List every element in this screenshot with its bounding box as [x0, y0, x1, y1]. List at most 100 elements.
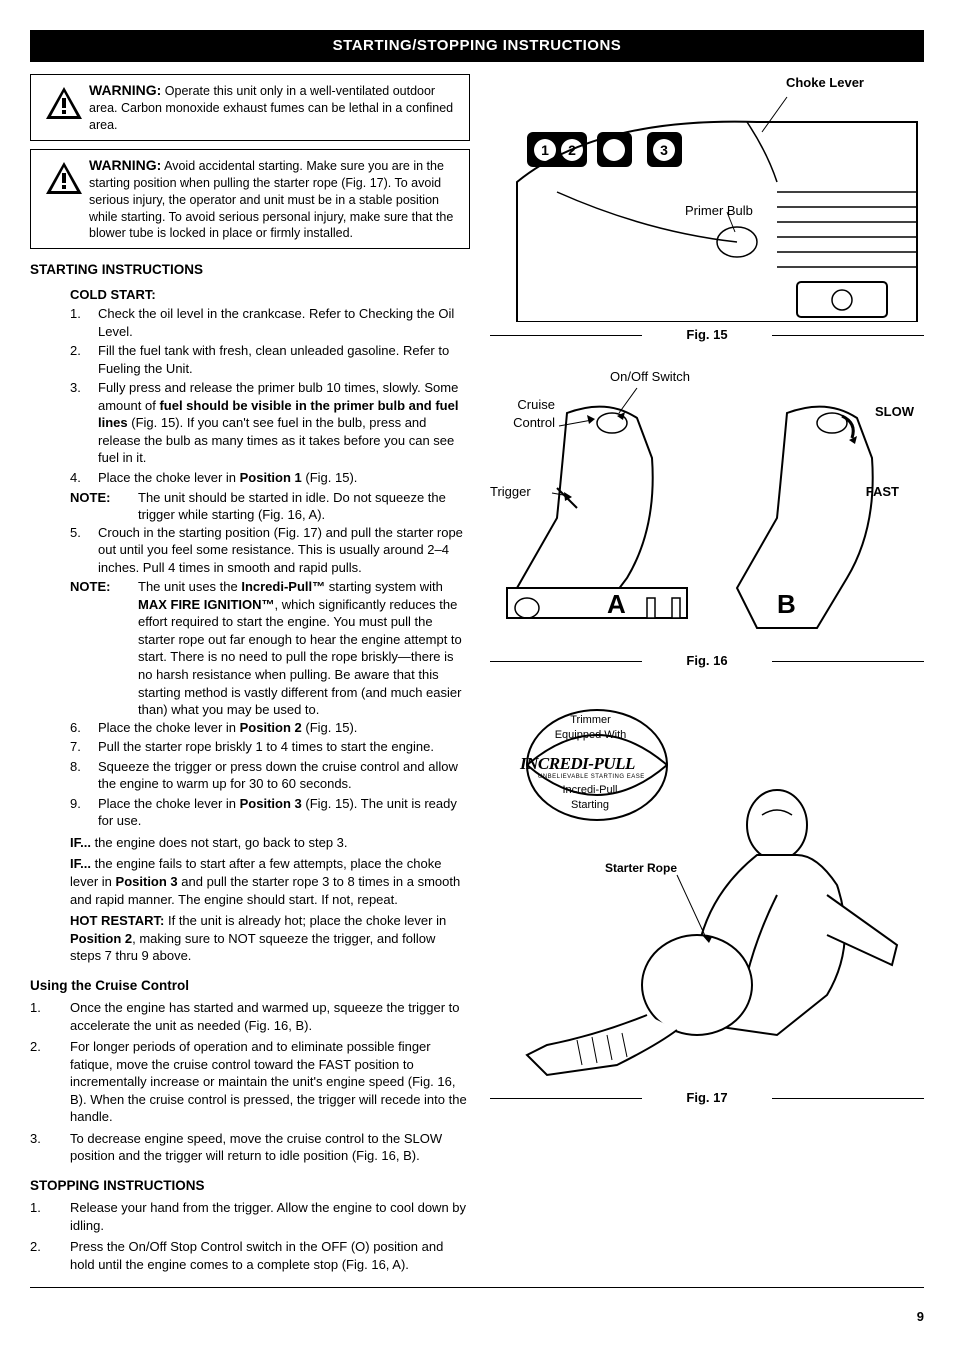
fig16-caption: Fig. 16 [490, 652, 924, 670]
diagram-15: 1 2 3 Primer Bulb [490, 92, 924, 322]
item-text: Check the oil level in the crankcase. Re… [98, 305, 470, 340]
warning-icon [39, 81, 89, 126]
fig15-caption: Fig. 15 [490, 326, 924, 344]
hot-restart: HOT RESTART: If the unit is already hot;… [70, 912, 470, 965]
warning-text-2: WARNING: Avoid accidental starting. Make… [89, 156, 461, 242]
item-num: 1. [30, 1199, 54, 1234]
diagram-17: Trimmer Equipped With INCREDI-PULL UNBEL… [490, 695, 924, 1085]
list-item: 2.Fill the fuel tank with fresh, clean u… [70, 342, 470, 377]
svg-text:B: B [777, 589, 796, 619]
list-item: 3. To decrease engine speed, move the cru… [30, 1130, 470, 1165]
list-item: 1.Check the oil level in the crankcase. … [70, 305, 470, 340]
note-1: NOTE: The unit should be started in idle… [70, 489, 470, 524]
figure-17: Trimmer Equipped With INCREDI-PULL UNBEL… [490, 695, 924, 1107]
note-label: NOTE: [70, 578, 118, 718]
bottom-rule [30, 1287, 924, 1288]
trimmer-label: Trimmer Equipped With [548, 713, 633, 743]
item-num: 1. [70, 305, 98, 340]
warning-box-1: WARNING: Operate this unit only in a wel… [30, 74, 470, 141]
note-label: NOTE: [70, 489, 118, 524]
page-number: 9 [30, 1308, 924, 1326]
figure-16: A B On/Off Switch Crui [490, 368, 924, 670]
if-label: IF... [70, 856, 91, 871]
item-num: 5. [70, 524, 98, 577]
if-line-1: IF... the engine does not start, go back… [70, 834, 470, 852]
item-num: 6. [70, 719, 98, 737]
item-text: To decrease engine speed, move the cruis… [70, 1130, 470, 1165]
item-num: 2. [30, 1238, 54, 1273]
starting-heading: STARTING INSTRUCTIONS [30, 261, 470, 279]
item-num: 2. [30, 1038, 54, 1126]
cruise-list: 1. Once the engine has started and warmed… [30, 999, 470, 1165]
item-num: 3. [30, 1130, 54, 1165]
incredi-label: Incredi-Pull Starting [545, 783, 635, 813]
fast-label: FAST [866, 483, 899, 501]
warning-label: WARNING: [89, 82, 161, 98]
figure-15: Choke Lever 1 2 3 [490, 74, 924, 343]
svg-text:3: 3 [660, 142, 668, 158]
note-2: NOTE: The unit uses the Incredi-Pull™ st… [70, 578, 470, 718]
warning-icon [39, 156, 89, 201]
cold-start-rest: 6.Place the choke lever in Position 2 (F… [70, 719, 470, 830]
item-num: 9. [70, 795, 98, 830]
warning-label: WARNING: [89, 157, 161, 173]
left-column: WARNING: Operate this unit only in a wel… [30, 74, 470, 1277]
choke-lever-label: Choke Lever [490, 74, 924, 92]
if-line-2: IF... the engine fails to start after a … [70, 855, 470, 908]
onoff-label: On/Off Switch [610, 368, 690, 386]
cold-start-heading: COLD START: [70, 286, 470, 304]
list-item: 7.Pull the starter rope briskly 1 to 4 t… [70, 738, 470, 756]
list-item: 9.Place the choke lever in Position 3 (F… [70, 795, 470, 830]
list-item: 4.Place the choke lever in Position 1 (F… [70, 469, 470, 487]
list-item: 8.Squeeze the trigger or press down the … [70, 758, 470, 793]
item-num: 1. [30, 999, 54, 1034]
step5-list: 5.Crouch in the starting position (Fig. … [70, 524, 470, 577]
item-text: Squeeze the trigger or press down the cr… [98, 758, 470, 793]
right-column: Choke Lever 1 2 3 [490, 74, 924, 1277]
diagram-16: A B On/Off Switch Crui [490, 368, 924, 648]
item-text: Place the choke lever in Position 3 (Fig… [98, 795, 470, 830]
item-num: 3. [70, 379, 98, 467]
note-text: The unit uses the Incredi-Pull™ starting… [138, 578, 470, 718]
svg-text:1: 1 [541, 142, 549, 158]
item-text: Release your hand from the trigger. Allo… [70, 1199, 470, 1234]
cruise-heading: Using the Cruise Control [30, 977, 470, 995]
starter-label: Starter Rope [605, 860, 677, 876]
warning-box-2: WARNING: Avoid accidental starting. Make… [30, 149, 470, 249]
hot-label: HOT RESTART: [70, 913, 164, 928]
item-text: For longer periods of operation and to e… [70, 1038, 470, 1126]
svg-text:A: A [607, 589, 626, 619]
item-text: Fully press and release the primer bulb … [98, 379, 470, 467]
item-text: Place the choke lever in Position 1 (Fig… [98, 469, 470, 487]
item-text: Fill the fuel tank with fresh, clean unl… [98, 342, 470, 377]
list-item: 1. Release your hand from the trigger. Al… [30, 1199, 470, 1234]
main-columns: WARNING: Operate this unit only in a wel… [30, 74, 924, 1277]
item-text: Crouch in the starting position (Fig. 17… [98, 524, 470, 577]
list-item: 3.Fully press and release the primer bul… [70, 379, 470, 467]
list-item: 1. Once the engine has started and warmed… [30, 999, 470, 1034]
fig17-caption: Fig. 17 [490, 1089, 924, 1107]
item-num: 7. [70, 738, 98, 756]
if-label: IF... [70, 835, 91, 850]
list-item: 6.Place the choke lever in Position 2 (F… [70, 719, 470, 737]
item-text: Once the engine has started and warmed u… [70, 999, 470, 1034]
stopping-heading: STOPPING INSTRUCTIONS [30, 1177, 470, 1195]
list-item: 2. Press the On/Off Stop Control switch i… [30, 1238, 470, 1273]
item-num: 4. [70, 469, 98, 487]
if-text: the engine fails to start after a few at… [70, 856, 460, 906]
list-item: 5.Crouch in the starting position (Fig. … [70, 524, 470, 577]
item-text: Place the choke lever in Position 2 (Fig… [98, 719, 470, 737]
warning-text-1: WARNING: Operate this unit only in a wel… [89, 81, 461, 134]
note-text: The unit should be started in idle. Do n… [138, 489, 470, 524]
item-num: 2. [70, 342, 98, 377]
item-text: Press the On/Off Stop Control switch in … [70, 1238, 470, 1273]
stopping-list: 1. Release your hand from the trigger. Al… [30, 1199, 470, 1273]
cold-start-list: 1.Check the oil level in the crankcase. … [70, 305, 470, 486]
if-text: the engine does not start, go back to st… [91, 835, 348, 850]
cruise-label: Cruise Control [500, 396, 555, 431]
slow-label: SLOW [875, 403, 914, 421]
title-bar: STARTING/STOPPING INSTRUCTIONS [30, 30, 924, 62]
list-item: 2.For longer periods of operation and to… [30, 1038, 470, 1126]
item-num: 8. [70, 758, 98, 793]
item-text: Pull the starter rope briskly 1 to 4 tim… [98, 738, 470, 756]
